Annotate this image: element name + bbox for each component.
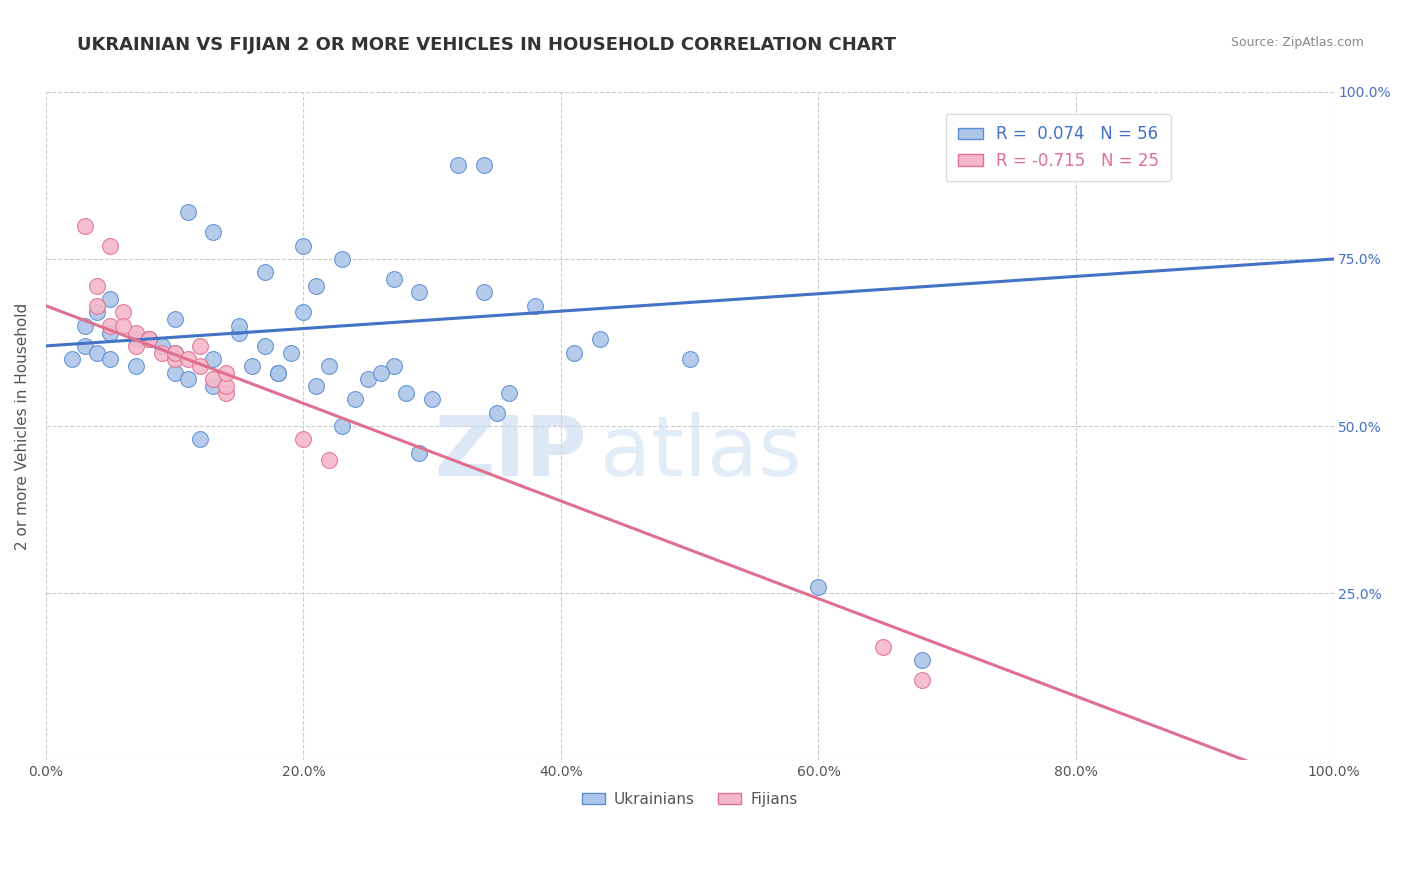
Point [472,158,495,172]
Point [176,372,198,386]
Point [190,359,212,373]
Point [163,345,186,359]
Point [408,446,430,460]
Point [240,359,263,373]
Point [343,392,366,407]
Point [163,312,186,326]
Point [86,345,108,359]
Point [292,238,315,252]
Point [305,379,328,393]
Point [498,385,520,400]
Point [292,305,315,319]
Point [253,265,276,279]
Point [562,345,585,359]
Point [73,318,96,333]
Point [112,318,135,333]
Point [86,305,108,319]
Point [98,326,121,340]
Text: ZIP: ZIP [434,412,586,493]
Point [163,345,186,359]
Point [228,326,250,340]
Point [910,653,932,667]
Point [679,352,702,367]
Point [382,359,405,373]
Point [86,299,108,313]
Point [98,238,121,252]
Point [163,366,186,380]
Point [176,352,198,367]
Point [190,339,212,353]
Point [112,305,135,319]
Point [73,219,96,233]
Point [253,339,276,353]
Point [98,292,121,306]
Point [910,673,932,688]
Point [472,285,495,300]
Point [125,339,148,353]
Point [408,285,430,300]
Point [267,366,290,380]
Point [138,332,160,346]
Point [86,278,108,293]
Point [60,352,83,367]
Point [215,379,238,393]
Point [305,278,328,293]
Point [215,385,238,400]
Point [382,272,405,286]
Point [73,339,96,353]
Point [330,419,353,434]
Point [125,326,148,340]
Point [176,205,198,219]
Point [280,345,302,359]
Point [370,366,392,380]
Point [395,385,418,400]
Point [98,352,121,367]
Text: Source: ZipAtlas.com: Source: ZipAtlas.com [1230,36,1364,49]
Point [420,392,443,407]
Point [163,352,186,367]
Point [447,158,470,172]
Point [318,452,340,467]
Point [330,252,353,266]
Point [138,332,160,346]
Text: atlas: atlas [599,412,801,493]
Point [318,359,340,373]
Point [357,372,380,386]
Point [202,352,225,367]
Point [150,345,173,359]
Point [588,332,610,346]
Point [202,225,225,239]
Point [125,359,148,373]
Point [267,366,290,380]
Text: UKRAINIAN VS FIJIAN 2 OR MORE VEHICLES IN HOUSEHOLD CORRELATION CHART: UKRAINIAN VS FIJIAN 2 OR MORE VEHICLES I… [77,36,897,54]
Point [150,339,173,353]
Point [202,379,225,393]
Legend: Ukrainians, Fijians: Ukrainians, Fijians [576,786,804,813]
Point [215,366,238,380]
Y-axis label: 2 or more Vehicles in Household: 2 or more Vehicles in Household [15,302,30,549]
Point [485,406,508,420]
Point [138,332,160,346]
Point [98,318,121,333]
Point [190,433,212,447]
Point [202,372,225,386]
Point [807,580,830,594]
Point [524,299,547,313]
Point [872,640,894,654]
Point [228,318,250,333]
Point [292,433,315,447]
Point [125,332,148,346]
